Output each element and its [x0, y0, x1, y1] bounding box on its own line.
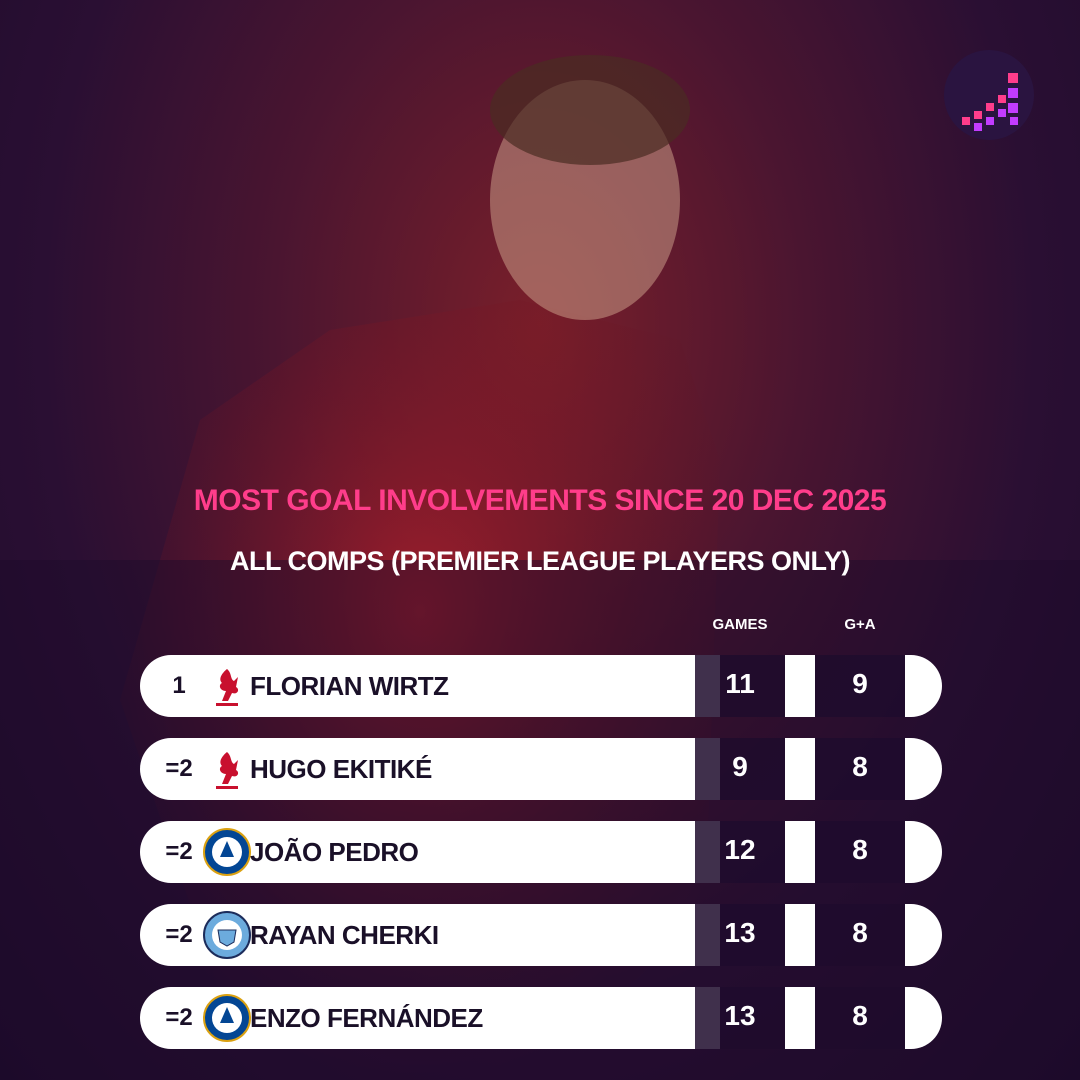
separator [785, 655, 815, 717]
games-cell: 12 [695, 821, 785, 883]
rank: =2 [165, 1004, 193, 1031]
separator [785, 738, 815, 800]
club-crest [203, 911, 251, 959]
table-row: =2 JOÃO PEDRO 12 8 [140, 821, 942, 883]
player-name: FLORIAN WIRTZ [250, 671, 449, 701]
games-cell: 13 [695, 904, 785, 966]
table-row: 1 FLORIAN WIRTZ 11 9 [140, 655, 942, 717]
row-background [140, 655, 720, 717]
games-cell: 13 [695, 987, 785, 1049]
separator [785, 987, 815, 1049]
table-row: =2 HUGO EKITIKÉ 9 8 [140, 738, 942, 800]
row-cap [905, 987, 942, 1049]
club-crest [216, 752, 239, 789]
ga-cell: 8 [815, 904, 905, 966]
row-cap [905, 738, 942, 800]
column-header: GAMES [712, 616, 768, 633]
table-row: =2 ENZO FERNÁNDEZ 13 8 [140, 987, 942, 1049]
games-cell: 9 [695, 738, 785, 800]
player-name: HUGO EKITIKÉ [250, 754, 432, 784]
rank: 1 [172, 672, 186, 699]
games-cell: 11 [695, 655, 785, 717]
club-crest [216, 669, 239, 706]
row-cap [905, 821, 942, 883]
ga-cell: 9 [815, 655, 905, 717]
separator [785, 821, 815, 883]
subtitle: ALL COMPS (PREMIER LEAGUE PLAYERS ONLY) [229, 546, 851, 576]
row-cap [905, 904, 942, 966]
ga-cell: 8 [815, 987, 905, 1049]
player-name: ENZO FERNÁNDEZ [250, 1003, 483, 1033]
player-name: RAYAN CHERKI [250, 920, 439, 950]
club-crest [203, 994, 251, 1042]
separator [785, 904, 815, 966]
rank: =2 [165, 838, 193, 865]
row-background [140, 738, 720, 800]
table-row: =2 RAYAN CHERKI 13 8 [140, 904, 942, 966]
rank: =2 [165, 921, 193, 948]
player-name: JOÃO PEDRO [250, 837, 419, 867]
rank: =2 [165, 755, 193, 782]
column-header: G+A [844, 616, 876, 633]
title: MOST GOAL INVOLVEMENTS SINCE 20 DEC 2025 [193, 484, 887, 517]
club-crest [203, 828, 251, 876]
row-cap [905, 655, 942, 717]
ga-cell: 8 [815, 821, 905, 883]
ga-cell: 8 [815, 738, 905, 800]
